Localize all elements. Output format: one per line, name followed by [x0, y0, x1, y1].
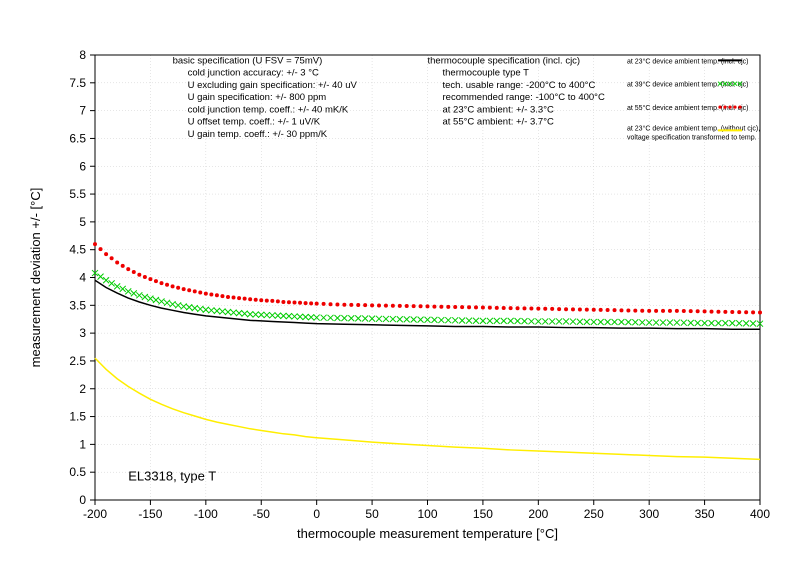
svg-text:0: 0 — [313, 507, 320, 521]
y-axis-label: measurement deviation +/- [°C] — [28, 188, 43, 368]
svg-text:8: 8 — [79, 48, 86, 62]
spec-left-line: U gain specification: +/- 800 ppm — [188, 92, 327, 103]
chart-svg: -200-150-100-500501001502002503003504000… — [0, 0, 793, 561]
spec-right-header: thermocouple specification (incl. cjc) — [428, 55, 581, 66]
spec-left-header: basic specification (U FSV = 75mV) — [173, 55, 323, 66]
svg-text:2.5: 2.5 — [69, 354, 86, 368]
svg-text:4: 4 — [79, 271, 86, 285]
legend-sample — [723, 105, 726, 108]
svg-text:0.5: 0.5 — [69, 465, 86, 479]
svg-text:-50: -50 — [253, 507, 271, 521]
chart-container: -200-150-100-500501001502002503003504000… — [0, 0, 793, 561]
spec-left-line: cold junction temp. coeff.: +/- 40 mK/K — [188, 104, 349, 115]
legend-sample — [733, 105, 736, 108]
spec-left-line: cold junction accuracy: +/- 3 °C — [188, 68, 319, 79]
svg-text:100: 100 — [417, 507, 437, 521]
svg-text:250: 250 — [584, 507, 604, 521]
spec-right-line: tech. usable range: -200°C to 400°C — [443, 80, 596, 91]
legend-sample — [738, 105, 741, 108]
svg-text:300: 300 — [639, 507, 659, 521]
spec-left-line: U excluding gain specification: +/- 40 u… — [188, 80, 358, 91]
svg-text:7.5: 7.5 — [69, 76, 86, 90]
svg-text:50: 50 — [365, 507, 379, 521]
svg-text:2: 2 — [79, 382, 86, 396]
legend-sample — [718, 105, 721, 108]
spec-right-line: recommended range: -100°C to 400°C — [443, 92, 605, 103]
svg-text:350: 350 — [695, 507, 715, 521]
x-axis-label: thermocouple measurement temperature [°C… — [297, 526, 558, 541]
device-label: EL3318, type T — [128, 469, 216, 484]
legend-sample — [728, 105, 731, 108]
svg-text:7: 7 — [79, 104, 86, 118]
svg-text:5.5: 5.5 — [69, 187, 86, 201]
svg-text:-150: -150 — [138, 507, 162, 521]
svg-text:5: 5 — [79, 215, 86, 229]
svg-text:200: 200 — [528, 507, 548, 521]
legend-text: voltage specification transformed to tem… — [627, 134, 757, 141]
svg-text:-100: -100 — [194, 507, 218, 521]
svg-text:3: 3 — [79, 326, 86, 340]
spec-right-line: at 55°C ambient: +/- 3.7°C — [443, 117, 555, 128]
svg-text:6: 6 — [79, 159, 86, 173]
svg-text:3.5: 3.5 — [69, 298, 86, 312]
legend-text: at 39°C device ambient temp. (incl. cjc) — [627, 81, 748, 89]
svg-text:-200: -200 — [83, 507, 107, 521]
spec-right-line: at 23°C ambient: +/- 3.3°C — [443, 104, 555, 115]
spec-right-line: thermocouple type T — [443, 68, 530, 79]
svg-text:150: 150 — [473, 507, 493, 521]
spec-left-line: U offset temp. coeff.: +/- 1 uV/K — [188, 117, 321, 128]
spec-left-line: U gain temp. coeff.: +/- 30 ppm/K — [188, 129, 328, 140]
svg-text:0: 0 — [79, 493, 86, 507]
svg-text:400: 400 — [750, 507, 770, 521]
svg-text:1: 1 — [79, 437, 86, 451]
svg-text:1.5: 1.5 — [69, 410, 86, 424]
svg-text:6.5: 6.5 — [69, 131, 86, 145]
svg-text:4.5: 4.5 — [69, 243, 86, 257]
